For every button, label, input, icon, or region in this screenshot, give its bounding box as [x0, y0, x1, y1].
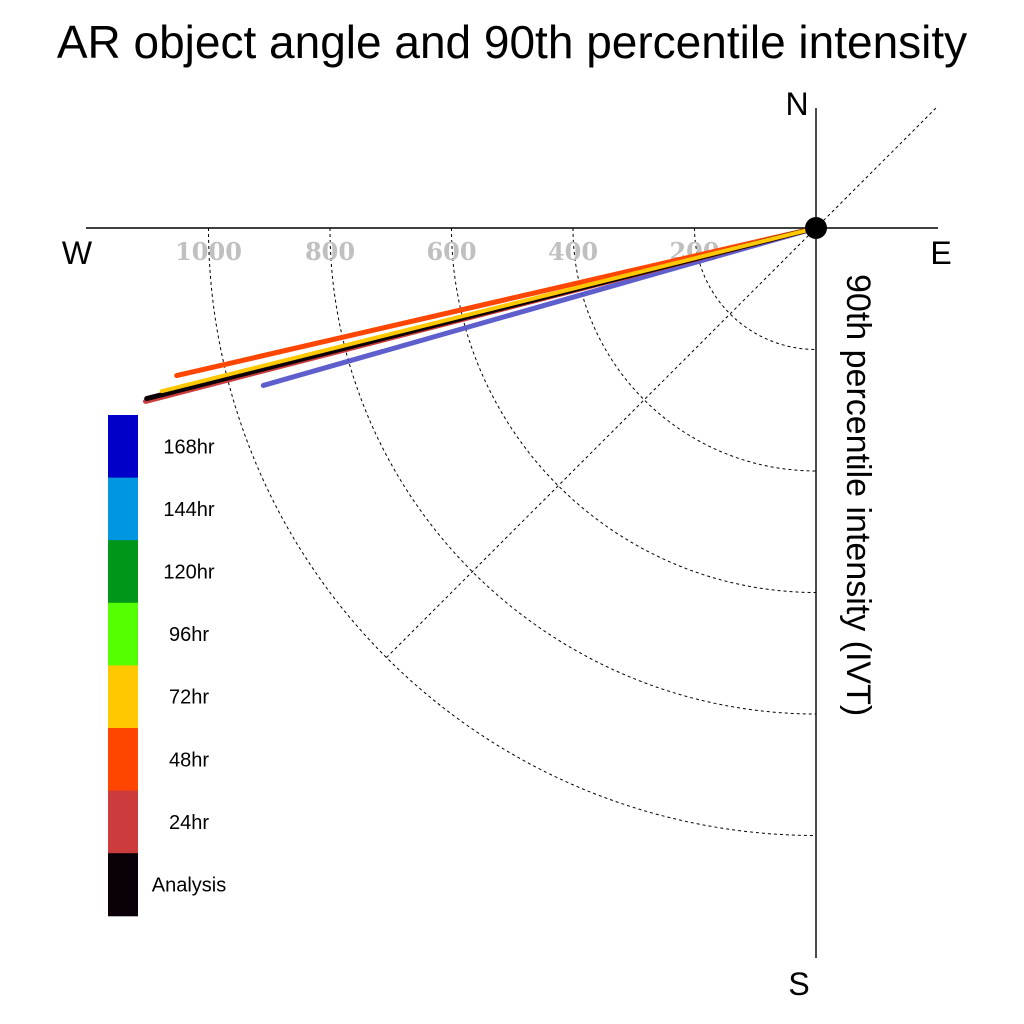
- colorbar-swatch: [108, 540, 138, 604]
- colorbar-label: 120hr: [163, 562, 214, 584]
- colorbar-swatch: [108, 728, 138, 792]
- colorbar-label: 72hr: [169, 687, 209, 709]
- origin-marker: [805, 217, 827, 239]
- colorbar-label: 144hr: [163, 499, 214, 521]
- tick-label-600: 600: [426, 237, 476, 266]
- colorbar-swatch: [108, 790, 138, 854]
- ring-1000: [208, 227, 817, 836]
- chart-title: AR object angle and 90th percentile inte…: [57, 16, 967, 68]
- colorbar-swatch: [108, 602, 138, 666]
- compass-north: N: [785, 86, 808, 122]
- colorbar-label: 96hr: [169, 624, 209, 646]
- series-lines: [143, 225, 819, 404]
- tick-label-1000: 1000: [175, 237, 242, 266]
- colorbar-legend: 168hr 144hr 120hr 96hr 72hr 48hr 24hr Analysis: [108, 415, 226, 917]
- colorbar-label: 168hr: [163, 436, 214, 458]
- colorbar-label: 48hr: [169, 749, 209, 771]
- colorbar-label: Analysis: [152, 875, 226, 897]
- compass-south: S: [788, 966, 809, 1002]
- tick-label-800: 800: [305, 237, 355, 266]
- series-line-72hr: [159, 226, 818, 394]
- compass-east: E: [930, 235, 951, 271]
- diagonal-guide: [386, 105, 939, 658]
- colorbar-swatch: [108, 665, 138, 729]
- tick-label-400: 400: [548, 237, 598, 266]
- colorbar-swatch: [108, 477, 138, 541]
- colorbar-swatch: [108, 415, 138, 479]
- ring-800: [329, 227, 817, 715]
- y-axis-label: 90th percentile intensity (IVT): [839, 274, 877, 716]
- colorbar-label: 24hr: [169, 812, 209, 834]
- compass-west: W: [62, 235, 93, 271]
- colorbar-swatch: [108, 853, 138, 917]
- polar-grid: [208, 105, 939, 836]
